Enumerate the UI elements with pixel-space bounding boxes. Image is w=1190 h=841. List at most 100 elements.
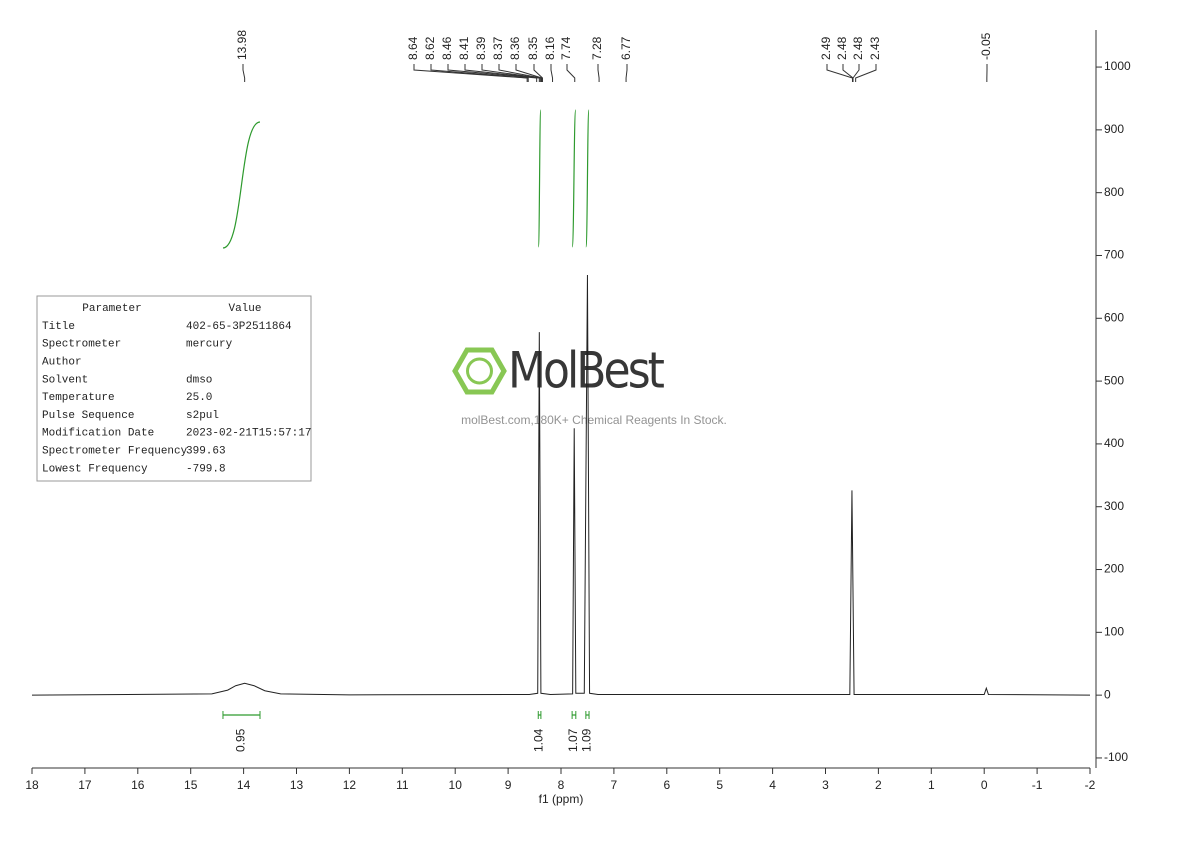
table-parameter: Spectrometer Frequency xyxy=(42,446,188,458)
table-parameter: Solvent xyxy=(42,374,88,386)
integral-label: 0.95 xyxy=(234,728,248,752)
x-tick-label: 2 xyxy=(875,778,882,792)
table-parameter: Modification Date xyxy=(42,428,154,440)
y-tick-label: 1000 xyxy=(1104,59,1131,73)
y-tick-label: 400 xyxy=(1104,436,1124,450)
table-parameter: Spectrometer xyxy=(42,339,121,351)
table-parameter: Author xyxy=(42,357,82,369)
x-tick-label: -1 xyxy=(1032,778,1043,792)
peak-label: 8.41 xyxy=(457,36,471,60)
table-value: dmso xyxy=(186,374,212,386)
y-tick-label: 600 xyxy=(1104,310,1124,324)
x-tick-label: 18 xyxy=(25,778,39,792)
peak-connector xyxy=(826,64,853,82)
x-tick-label: 5 xyxy=(716,778,723,792)
peak-label: 2.48 xyxy=(851,36,865,60)
peak-label: 8.36 xyxy=(508,36,522,60)
peak-label: 8.35 xyxy=(526,36,540,60)
integral-label: 1.07 xyxy=(566,728,580,752)
x-tick-label: 0 xyxy=(981,778,988,792)
peak-label: 8.39 xyxy=(474,36,488,60)
x-tick-label: -2 xyxy=(1085,778,1096,792)
y-tick-label: 700 xyxy=(1104,248,1124,262)
peak-label: 2.49 xyxy=(819,36,833,60)
x-tick-label: 4 xyxy=(769,778,776,792)
peak-connector xyxy=(597,64,600,82)
peak-label: 7.28 xyxy=(590,36,604,60)
integral-label: 1.04 xyxy=(532,728,546,752)
peak-connector xyxy=(430,64,529,82)
parameter-table-frame xyxy=(36,295,312,482)
peak-connector xyxy=(550,64,554,82)
peak-connector xyxy=(413,64,528,82)
peak-connector xyxy=(533,64,543,82)
peak-label: 7.74 xyxy=(559,36,573,60)
peak-connector xyxy=(515,64,543,82)
peak-label: 8.64 xyxy=(406,36,420,60)
x-tick-label: 12 xyxy=(343,778,357,792)
table-value: 2023-02-21T15:57:17 xyxy=(186,428,311,440)
peak-connector xyxy=(447,64,538,82)
peak-connector xyxy=(566,64,576,82)
peak-connector xyxy=(481,64,541,82)
integral-curve xyxy=(537,109,542,248)
watermark-text: molBest.com,180K+ Chemical Reagents In S… xyxy=(461,413,727,427)
integral-curve xyxy=(222,121,261,249)
x-tick-label: 8 xyxy=(558,778,565,792)
table-value: -799.8 xyxy=(186,463,226,475)
peak-connector xyxy=(842,64,854,82)
peak-label: 6.77 xyxy=(619,36,633,60)
table-parameter: Pulse Sequence xyxy=(42,410,134,422)
table-parameter: Lowest Frequency xyxy=(42,463,148,475)
peak-label: -0.05 xyxy=(979,32,993,60)
x-tick-label: 9 xyxy=(505,778,512,792)
spectrum-line xyxy=(31,274,1091,696)
peak-label: 8.62 xyxy=(423,36,437,60)
y-tick-label: 500 xyxy=(1104,373,1124,387)
peak-connector xyxy=(464,64,540,82)
x-tick-label: 14 xyxy=(237,778,251,792)
y-tick-label: 0 xyxy=(1104,687,1111,701)
watermark: MolBest molBest.com,180K+ Chemical Reage… xyxy=(452,342,727,427)
table-value: 25.0 xyxy=(186,392,212,404)
integral-label: 1.09 xyxy=(580,728,594,752)
y-tick-label: 800 xyxy=(1104,185,1124,199)
x-tick-label: 17 xyxy=(78,778,92,792)
table-header: Value xyxy=(228,303,261,315)
peak-label: 8.16 xyxy=(543,36,557,60)
x-tick-label: 10 xyxy=(449,778,463,792)
table-header: Parameter xyxy=(82,303,141,315)
table-parameter: Title xyxy=(42,321,75,333)
integral-curve xyxy=(585,109,590,248)
x-tick-label: 3 xyxy=(822,778,829,792)
table-value: 399.63 xyxy=(186,446,226,458)
peak-connector xyxy=(498,64,542,82)
y-tick-label: 300 xyxy=(1104,499,1124,513)
y-tick-label: 200 xyxy=(1104,562,1124,576)
table-value: s2pul xyxy=(186,410,219,422)
table-parameter: Temperature xyxy=(42,392,115,404)
table-value: mercury xyxy=(186,339,233,351)
x-axis-label: f1 (ppm) xyxy=(539,792,584,806)
peak-label: 8.46 xyxy=(440,36,454,60)
integral-curve xyxy=(571,109,577,248)
y-tick-label: -100 xyxy=(1104,750,1128,764)
x-tick-label: 1 xyxy=(928,778,935,792)
peak-connector xyxy=(855,64,877,82)
peak-connector xyxy=(242,64,246,82)
peak-connector xyxy=(625,64,628,82)
x-tick-label: 7 xyxy=(611,778,618,792)
peak-label: 8.37 xyxy=(491,36,505,60)
logo-ring xyxy=(466,357,493,385)
x-tick-label: 16 xyxy=(131,778,145,792)
peak-connector xyxy=(852,64,860,82)
logo-hexagon xyxy=(452,347,507,395)
x-tick-label: 15 xyxy=(184,778,198,792)
y-tick-label: 900 xyxy=(1104,122,1124,136)
peak-label: 2.43 xyxy=(868,36,882,60)
peak-label: 2.48 xyxy=(835,36,849,60)
x-tick-label: 11 xyxy=(396,778,409,792)
table-value: 402-65-3P2511864 xyxy=(186,321,292,333)
